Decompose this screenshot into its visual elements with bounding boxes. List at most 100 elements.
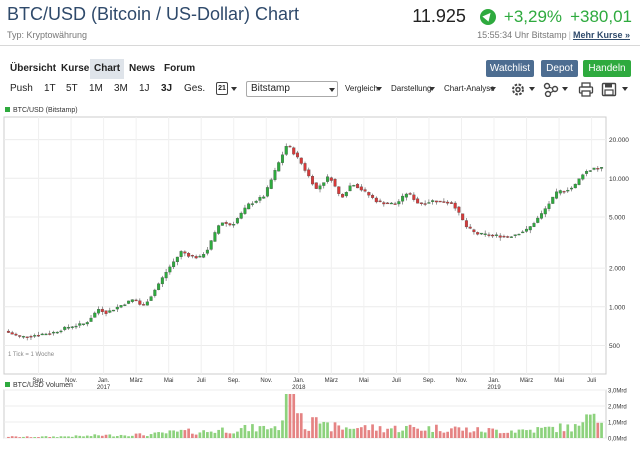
volume-bar — [547, 426, 551, 438]
candle — [483, 233, 487, 235]
quote-box: 11.925 +3,29% +380,01 — [412, 6, 632, 27]
volume-bar — [596, 422, 600, 438]
volume-bar — [592, 413, 596, 438]
price-chart[interactable]: 20.000 10.000 5.000 2.000 1.000 500 Sep. Nov. J… — [3, 116, 629, 391]
display-caret-icon[interactable] — [429, 87, 435, 91]
volume-bar — [138, 433, 142, 438]
settings-icon[interactable] — [510, 82, 526, 97]
volume-bar — [299, 413, 303, 438]
timestamp: 15:55:34 Uhr Bitstamp — [477, 30, 567, 40]
range-5t[interactable]: 5T — [66, 83, 78, 94]
volume-bar — [266, 429, 269, 438]
candle — [318, 185, 322, 190]
candle — [179, 251, 183, 257]
candle — [130, 299, 134, 302]
candle — [408, 193, 412, 195]
volume-bar — [202, 430, 205, 438]
candle — [307, 169, 311, 177]
trend-up-icon — [479, 8, 496, 25]
candle — [356, 183, 360, 189]
tab-news[interactable]: News — [129, 63, 156, 74]
volume-bar — [254, 431, 258, 438]
exchange-select[interactable]: Bitstamp — [246, 81, 338, 97]
volume-bar — [600, 422, 603, 438]
x-tick-label: Jan. — [293, 378, 305, 384]
range-ges[interactable]: Ges. — [184, 83, 206, 94]
compare-dropdown[interactable]: Vergleich — [345, 80, 378, 97]
chart-area[interactable]: 20.000 10.000 5.000 2.000 1.000 500 Sep. Nov. J… — [0, 100, 640, 452]
range-1m[interactable]: 1M — [89, 83, 103, 94]
volume-bar — [322, 421, 326, 438]
candle — [382, 202, 386, 205]
volume-bar — [55, 437, 59, 438]
settings-caret-icon[interactable] — [529, 87, 535, 91]
candle — [277, 162, 281, 172]
tab-chart[interactable]: Chart — [90, 59, 125, 79]
candle — [172, 261, 176, 268]
depot-button[interactable]: Depot — [541, 60, 578, 77]
volume-bar — [412, 427, 416, 438]
display-dropdown[interactable]: Darstellung — [391, 80, 431, 97]
volume-bar — [329, 431, 333, 438]
volume-bar — [157, 432, 160, 438]
analysis-dropdown[interactable]: Chart-Analyse — [444, 80, 495, 97]
range-push[interactable]: Push — [10, 83, 33, 94]
print-icon[interactable] — [578, 82, 594, 97]
trade-button[interactable]: Handeln — [583, 60, 631, 77]
candle — [25, 336, 29, 338]
candle — [446, 201, 450, 204]
range-1j[interactable]: 1J — [139, 83, 150, 94]
volume-bar — [356, 428, 359, 438]
volume-bar — [495, 429, 498, 438]
candle — [573, 183, 577, 189]
candle — [288, 145, 292, 148]
analysis-caret-icon[interactable] — [490, 87, 496, 91]
candle — [476, 232, 480, 235]
candle — [18, 335, 22, 337]
volume-bar — [532, 432, 536, 438]
save-icon[interactable] — [601, 82, 617, 97]
volume-bar — [540, 427, 543, 438]
candle — [577, 178, 581, 185]
volume-bar — [213, 432, 217, 438]
compare-caret-icon[interactable] — [376, 87, 382, 91]
volume-bar — [93, 434, 97, 438]
volume-bar — [420, 430, 423, 438]
x-tick-label: März — [129, 378, 142, 384]
volume-bar — [119, 434, 123, 438]
watchlist-button[interactable]: Watchlist — [486, 60, 534, 77]
volume-bar — [348, 428, 352, 438]
volume-chart[interactable]: 3,0Mrd 2,0Mrd 1,0Mrd 0,0Mrd — [3, 389, 627, 443]
range-3j[interactable]: 3J — [161, 83, 173, 94]
range-1t[interactable]: 1T — [44, 83, 56, 94]
volume-bar — [232, 433, 236, 438]
y-tick-label: 20.000 — [609, 137, 629, 144]
y-tick-label: 500 — [609, 343, 620, 350]
calendar-icon[interactable]: 21 — [216, 82, 228, 95]
volume-bar — [465, 427, 468, 438]
indicators-icon[interactable] — [543, 82, 559, 97]
y-tick-label: 2.000 — [609, 266, 626, 273]
analysis-label: Chart-Analyse — [444, 84, 495, 93]
tab-forum[interactable]: Forum — [164, 63, 196, 74]
candle — [359, 186, 363, 191]
volume-bar — [247, 431, 251, 438]
more-quotes-link[interactable]: Mehr Kurse » — [572, 30, 630, 40]
candle — [74, 325, 78, 328]
tab-quotes[interactable]: Kurse — [61, 63, 90, 74]
volume-y-tick-label: 0,0Mrd — [608, 437, 627, 443]
calendar-caret-icon[interactable] — [231, 87, 237, 91]
candle — [592, 167, 596, 170]
indicators-caret-icon[interactable] — [562, 87, 568, 91]
range-3m[interactable]: 3M — [114, 83, 128, 94]
save-caret-icon[interactable] — [622, 87, 628, 91]
candle — [280, 154, 284, 163]
volume-bar — [498, 433, 502, 438]
candle — [157, 283, 161, 290]
asset-type-label: Typ: Kryptowährung — [7, 30, 88, 40]
quote-header: BTC/USD (Bitcoin / US-Dollar) Chart 11.9… — [0, 0, 640, 46]
candle — [269, 179, 273, 189]
candle — [108, 310, 112, 313]
candle — [543, 208, 547, 215]
tab-overview[interactable]: Übersicht — [10, 63, 57, 74]
